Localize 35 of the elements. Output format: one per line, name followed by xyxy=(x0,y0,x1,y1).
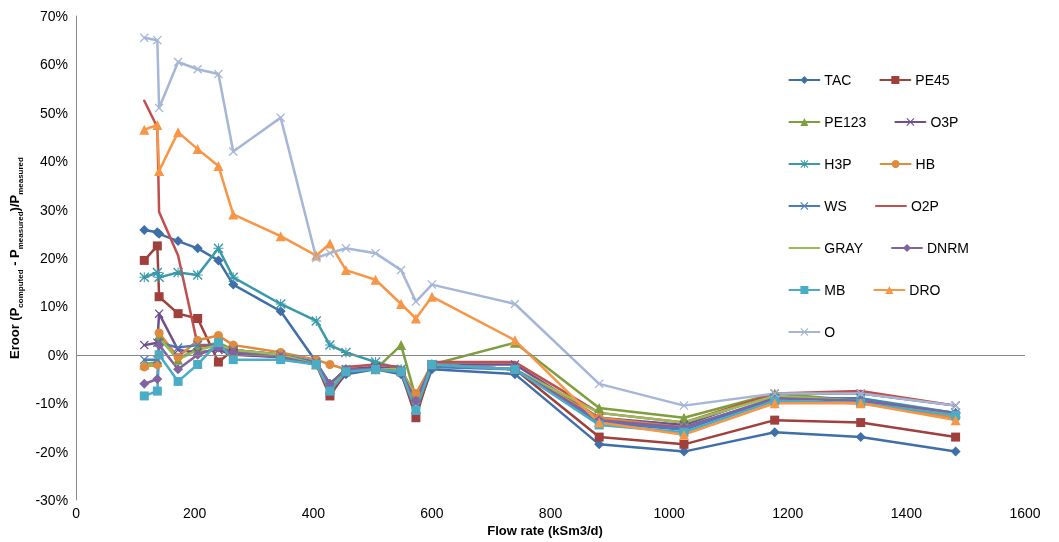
legend-label: WS xyxy=(824,198,847,214)
x-tick-label: 800 xyxy=(538,505,563,521)
x-tick-label: 0 xyxy=(72,505,81,521)
legend-label: DNRM xyxy=(927,240,970,256)
x-tick-label: 1600 xyxy=(1009,505,1041,521)
y-axis-title: Eroor (Pcomputed - Pmeasured)/Pmeasured xyxy=(7,156,25,359)
y-tick-label: 0% xyxy=(47,346,69,363)
y-tick-label: 20% xyxy=(40,250,69,266)
y-tick-label: 50% xyxy=(40,104,69,121)
legend-label: GRAY xyxy=(824,240,864,256)
x-tick-label: 600 xyxy=(420,505,444,521)
x-tick-label: 1000 xyxy=(653,505,685,521)
y-tick-label: 40% xyxy=(40,153,69,170)
legend-label: DRO xyxy=(909,282,941,298)
legend-label: PE45 xyxy=(915,72,950,88)
legend-label: HB xyxy=(915,156,936,172)
x-tick-label: 1400 xyxy=(890,505,923,521)
y-tick-label: -20% xyxy=(35,443,69,460)
legend-label: H3P xyxy=(824,156,852,172)
legend-label: MB xyxy=(824,282,846,298)
x-tick-label: 400 xyxy=(301,505,326,521)
x-axis-title: Flow rate (kSm3/d) xyxy=(487,523,603,538)
legend-label: TAC xyxy=(824,72,852,88)
legend-label: O2P xyxy=(910,198,939,214)
y-tick-label: -10% xyxy=(35,395,69,412)
x-tick-label: 1200 xyxy=(772,505,804,521)
y-tick-label: 70% xyxy=(40,8,69,24)
y-tick-label: -30% xyxy=(35,492,69,508)
legend-label: O3P xyxy=(930,114,959,130)
y-tick-label: 10% xyxy=(40,298,69,315)
y-tick-label: 60% xyxy=(40,56,69,73)
legend-label: PE123 xyxy=(824,114,867,130)
legend-label: O xyxy=(824,324,836,340)
y-tick-label: 30% xyxy=(40,201,69,218)
x-tick-label: 200 xyxy=(183,505,207,521)
